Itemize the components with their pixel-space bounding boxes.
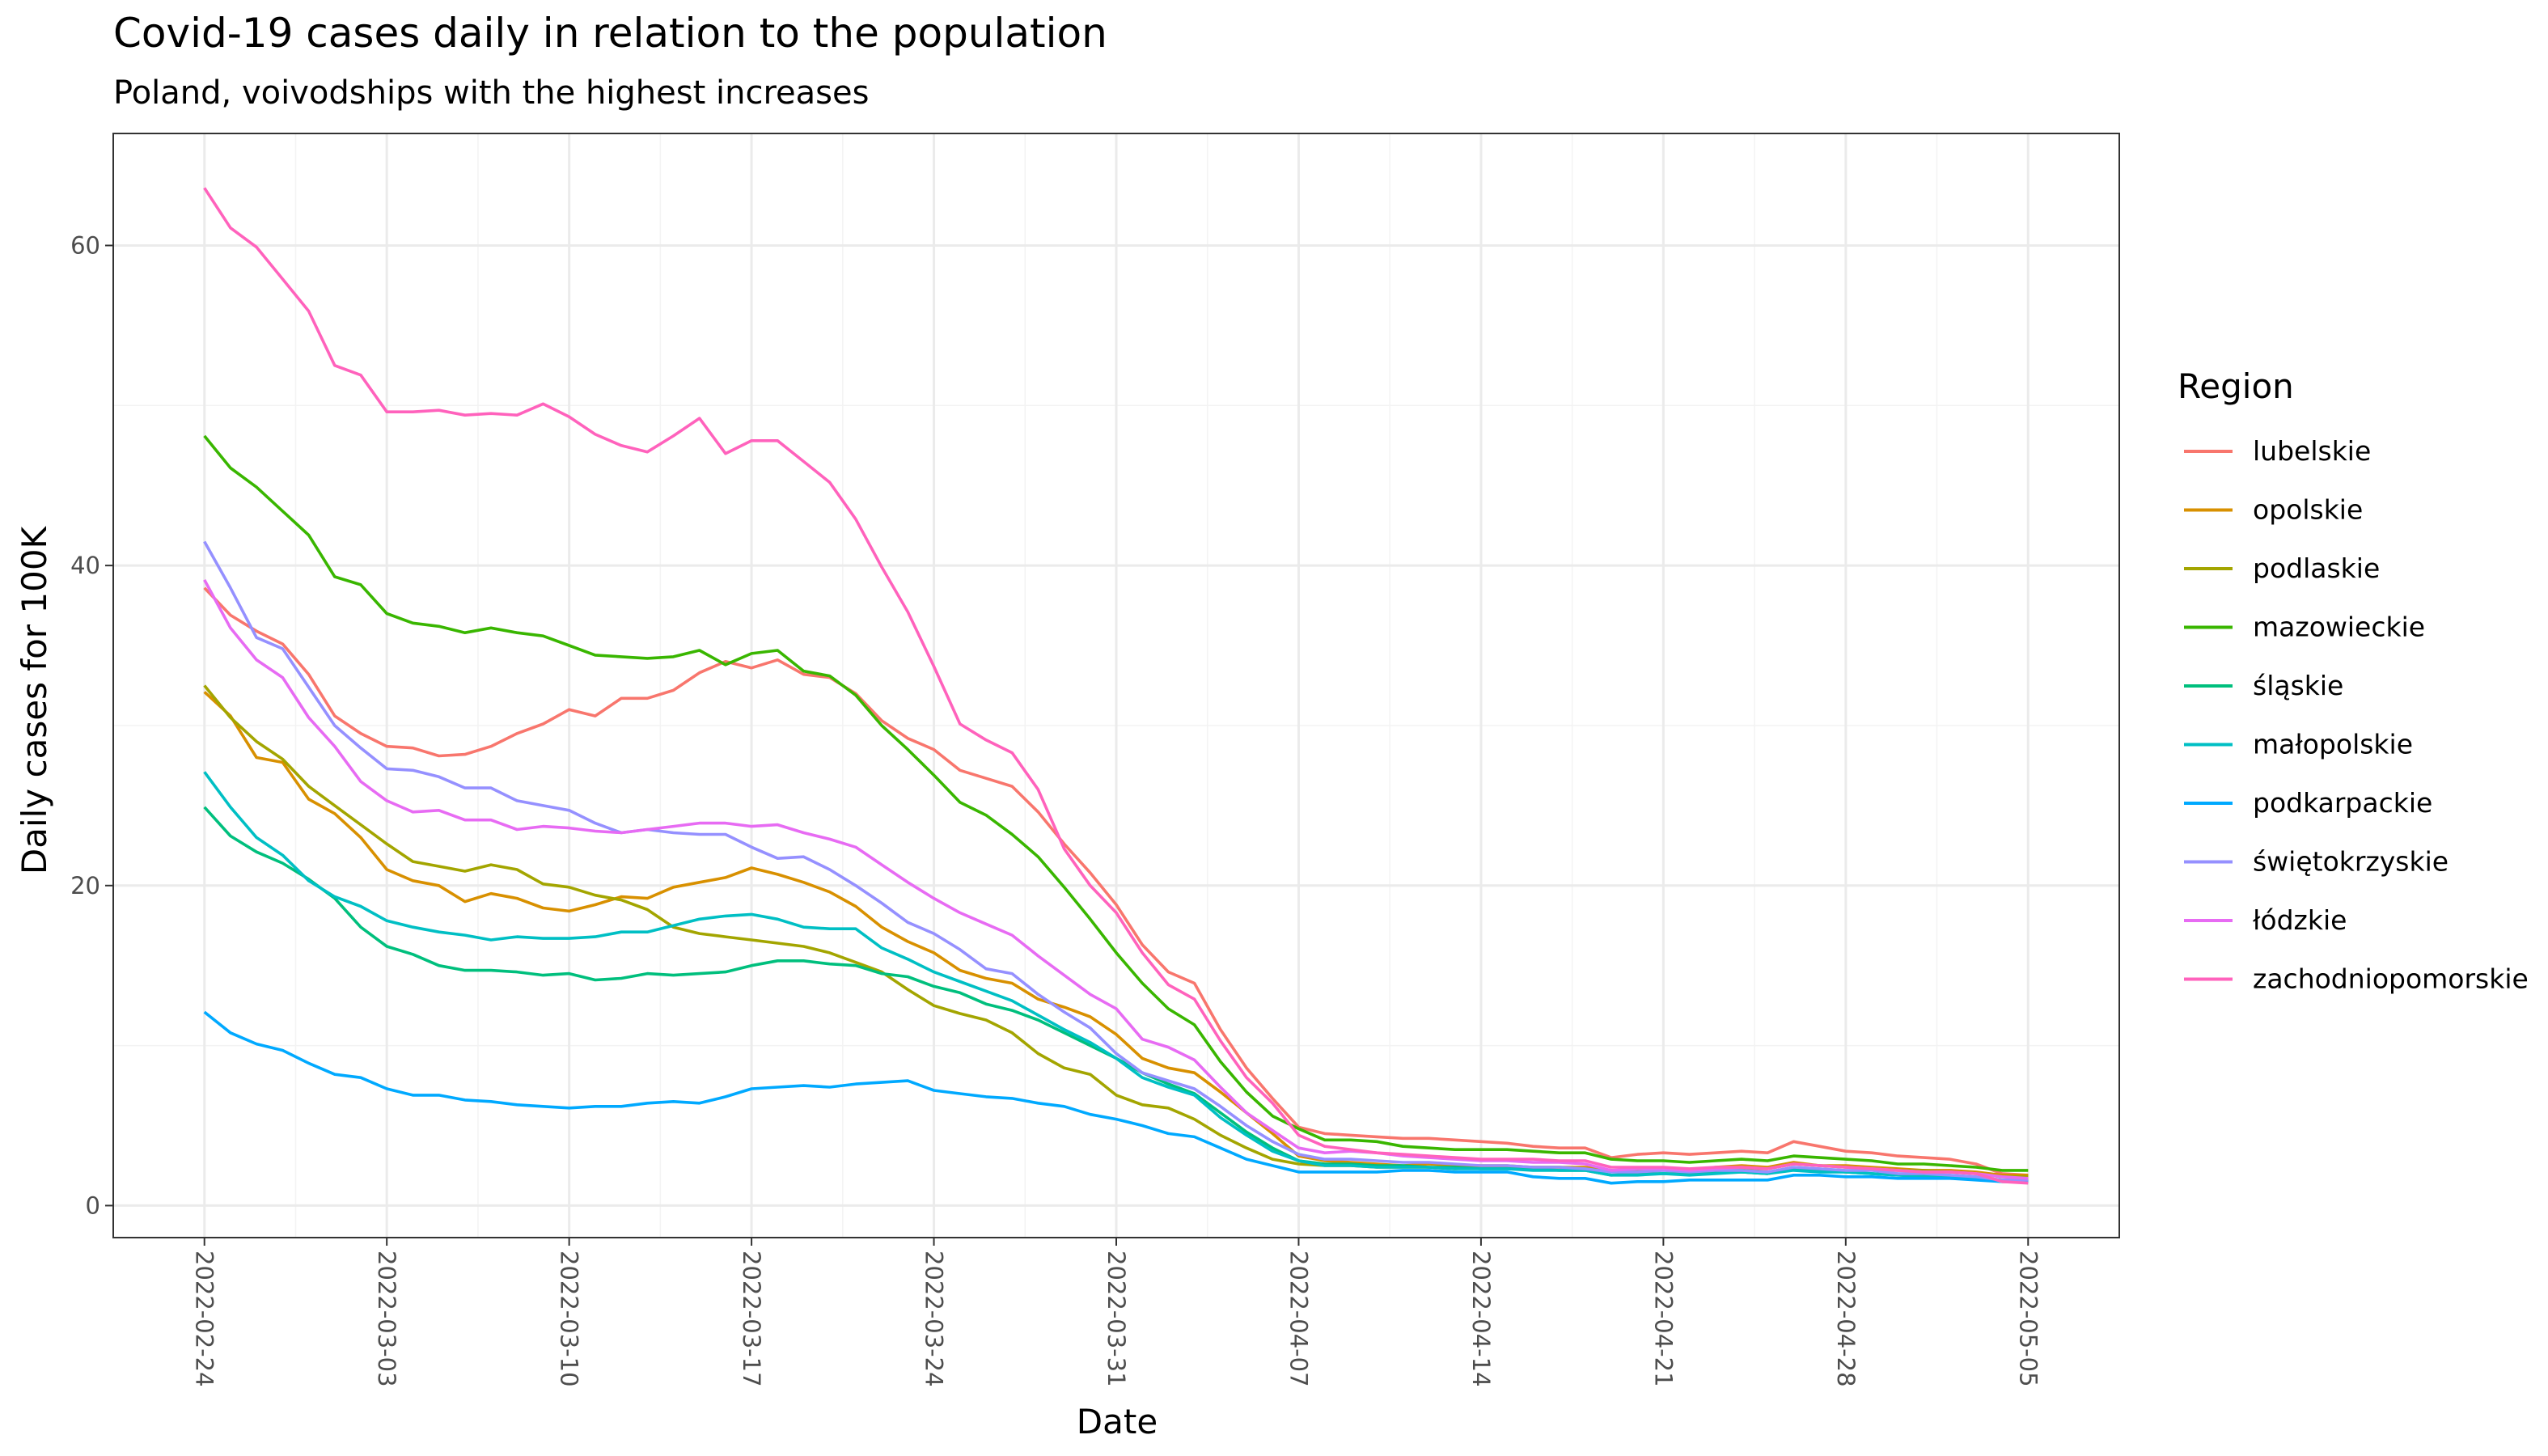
x-tick-label: 2022-05-05	[2014, 1251, 2042, 1387]
series-line-świętokrzyskie	[203, 540, 2029, 1182]
x-tick-label: 2022-03-03	[373, 1251, 400, 1387]
legend-label-opolskie: opolskie	[2253, 494, 2363, 526]
legend-label-podkarpackie: podkarpackie	[2253, 787, 2432, 819]
chart-subtitle: Poland, voivodships with the highest inc…	[113, 74, 869, 112]
x-tick-label: 2022-04-21	[1649, 1251, 1677, 1387]
x-axis: 2022-02-24 2022-03-03 2022-03-10 2022-03-17…	[191, 1238, 2042, 1387]
legend-title: Region	[2178, 366, 2294, 406]
series-lines	[203, 187, 2029, 1185]
legend-label-małopolskie: małopolskie	[2253, 729, 2413, 760]
x-tick-label: 2022-03-10	[556, 1251, 583, 1387]
series-line-podkarpackie	[203, 1010, 2029, 1185]
series-line-małopolskie	[203, 771, 2029, 1183]
legend-label-śląskie: śląskie	[2253, 670, 2343, 701]
x-tick-label: 2022-04-14	[1467, 1251, 1495, 1387]
series-line-mazowieckie	[203, 434, 2029, 1172]
legend: Region lubelskie opolskie podlaskie mazowie…	[2178, 366, 2529, 995]
y-tick-label: 0	[86, 1191, 100, 1219]
series-line-zachodniopomorskie	[203, 187, 2029, 1185]
x-tick-label: 2022-03-24	[921, 1251, 948, 1387]
x-tick-label: 2022-04-28	[1832, 1251, 1860, 1387]
legend-label-mazowieckie: mazowieckie	[2253, 612, 2425, 643]
y-axis-title: Daily cases for 100K	[15, 525, 54, 874]
x-tick-label: 2022-03-17	[738, 1251, 765, 1387]
x-axis-title: Date	[1077, 1402, 1158, 1441]
series-line-lubelskie	[203, 586, 2029, 1177]
legend-label-lubelskie: lubelskie	[2253, 435, 2371, 467]
legend-label-zachodniopomorskie: zachodniopomorskie	[2253, 963, 2529, 995]
legend-label-podlaskie: podlaskie	[2253, 552, 2380, 584]
legend-label-łódzkie: łódzkie	[2253, 904, 2347, 936]
y-axis: 0 20 40 60	[70, 231, 113, 1219]
x-tick-label: 2022-04-07	[1285, 1251, 1312, 1387]
y-tick-label: 40	[70, 552, 100, 579]
y-tick-label: 60	[70, 231, 100, 259]
y-tick-label: 20	[70, 872, 100, 899]
x-tick-label: 2022-02-24	[191, 1251, 218, 1387]
x-tick-label: 2022-03-31	[1103, 1251, 1130, 1387]
major-gridlines	[113, 133, 2119, 1238]
legend-label-świętokrzyskie: świętokrzyskie	[2253, 846, 2449, 878]
chart-title: Covid-19 cases daily in relation to the …	[113, 10, 1107, 57]
minor-gridlines	[113, 133, 2119, 1238]
